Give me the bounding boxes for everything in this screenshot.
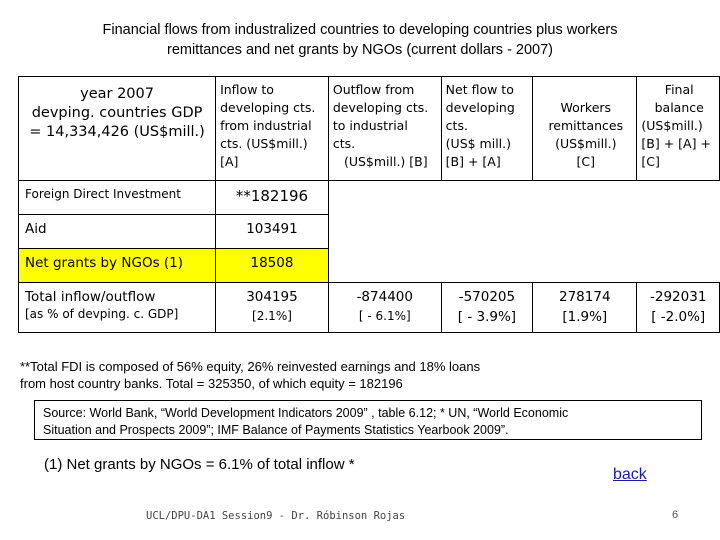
header-text: [B] + [A] + <box>641 136 711 151</box>
total-outflow: -874400 <box>356 289 413 305</box>
header-gdp-cell: year 2007 devping. countries GDP = 14,33… <box>17 76 217 181</box>
row-label-fdi: Foreign Direct Investment <box>17 180 217 215</box>
header-text: from industrial <box>220 118 312 133</box>
total-net: -570205 <box>458 289 516 305</box>
value-fdi-inflow: **182196 <box>215 180 329 215</box>
total-inflow: 304195 <box>246 289 298 305</box>
header-text: Inflow to <box>220 82 274 97</box>
fdi-footnote: **Total FDI is composed of 56% equity, 2… <box>20 358 480 392</box>
header-text: Workers <box>560 100 612 115</box>
header-text: (US$mill.) <box>641 118 703 133</box>
total-label: Total inflow/outflow <box>25 289 156 305</box>
header-gdp-label: devping. countries GDP <box>31 105 203 121</box>
header-text: developing <box>445 100 515 115</box>
value-total-remittances: 278174 [1.9%] <box>532 282 638 333</box>
header-text: cts. <box>445 118 468 133</box>
total-remittances: 278174 <box>559 289 611 305</box>
total-sublabel: [as % of devping. c. GDP] <box>25 307 179 321</box>
total-remittances-pct: [1.9%] <box>562 309 608 325</box>
slide-title: Financial flows from industralized count… <box>20 20 700 60</box>
total-inflow-pct: [2.1%] <box>252 309 292 323</box>
header-gdp-value: = 14,334,426 (US$mill.) <box>29 124 205 140</box>
total-outflow-pct: [ - 6.1%] <box>358 309 411 323</box>
total-final-pct: [ -2.0%] <box>651 309 706 325</box>
header-net-flow: Net flow to developing cts. (US$ mill.) … <box>440 76 534 181</box>
title-line-1: Financial flows from industralized count… <box>102 22 618 38</box>
header-text: [B] + [A] <box>445 154 501 169</box>
footnote-line-2: from host country banks. Total = 325350,… <box>20 376 403 391</box>
table-row: Foreign Direct Investment **182196 <box>17 180 720 215</box>
row-label-ngo: Net grants by NGOs (1) <box>17 248 217 283</box>
header-year: year 2007 <box>80 86 154 102</box>
source-box: Source: World Bank, “World Development I… <box>34 400 702 440</box>
header-text: [C] <box>641 154 660 169</box>
header-text: Net flow to <box>445 82 514 97</box>
ngo-note: (1) Net grants by NGOs = 6.1% of total i… <box>44 456 355 473</box>
header-text: [A] <box>220 154 239 169</box>
header-remittances: Workers remittances (US$mill.) [C] <box>532 76 638 181</box>
source-line-2: Situation and Prospects 2009”; IMF Balan… <box>43 423 509 437</box>
source-line-1: Source: World Bank, “World Development I… <box>43 406 569 420</box>
row-label-aid: Aid <box>17 214 217 249</box>
header-final-balance: Final balance (US$mill.) [B] + [A] + [C] <box>636 76 720 181</box>
value-aid-inflow: 103491 <box>215 214 329 249</box>
total-final: -292031 <box>650 289 707 305</box>
value-total-outflow: -874400 [ - 6.1%] <box>327 282 442 333</box>
table-row: Aid 103491 <box>17 214 720 249</box>
footer-credit: UCL/DPU-DA1 Session9 - Dr. Róbinson Roja… <box>146 510 406 522</box>
header-text: cts. (US$mill.) <box>220 136 308 151</box>
header-inflow: Inflow to developing cts. from industria… <box>215 76 329 181</box>
table-row: Net grants by NGOs (1) 18508 <box>17 248 720 283</box>
financial-flows-table: year 2007 devping. countries GDP = 14,33… <box>17 76 720 333</box>
header-text <box>537 81 634 99</box>
header-text: cts. <box>332 136 356 151</box>
total-net-pct: [ - 3.9%] <box>457 309 517 325</box>
row-label-total: Total inflow/outflow [as % of devping. c… <box>17 282 217 333</box>
header-row: year 2007 devping. countries GDP = 14,33… <box>17 76 720 181</box>
header-text: balance <box>654 100 704 115</box>
header-text: Final <box>664 82 694 97</box>
value-ngo-inflow: 18508 <box>215 248 329 283</box>
header-text: to industrial <box>332 118 408 133</box>
header-text: [C] <box>576 154 596 169</box>
header-text: developing cts. <box>332 100 429 115</box>
header-outflow: Outflow from developing cts. to industri… <box>327 76 442 181</box>
back-link[interactable]: back <box>613 466 647 483</box>
value-total-net: -570205 [ - 3.9%] <box>440 282 534 333</box>
header-text: (US$ mill.) <box>445 136 512 151</box>
value-total-inflow: 304195 [2.1%] <box>215 282 329 333</box>
table-row-total: Total inflow/outflow [as % of devping. c… <box>17 282 720 333</box>
footnote-line-1: **Total FDI is composed of 56% equity, 2… <box>20 359 481 374</box>
header-text: (US$mill.) <box>555 136 617 151</box>
header-text: developing cts. <box>220 100 316 115</box>
title-line-2: remittances and net grants by NGOs (curr… <box>166 42 554 58</box>
header-text: Outflow from <box>332 82 415 97</box>
header-text: remittances <box>548 118 624 133</box>
value-total-final: -292031 [ -2.0%] <box>636 282 720 333</box>
header-text: (US$mill.) [B] <box>343 154 428 169</box>
page-number: 6 <box>672 509 679 521</box>
